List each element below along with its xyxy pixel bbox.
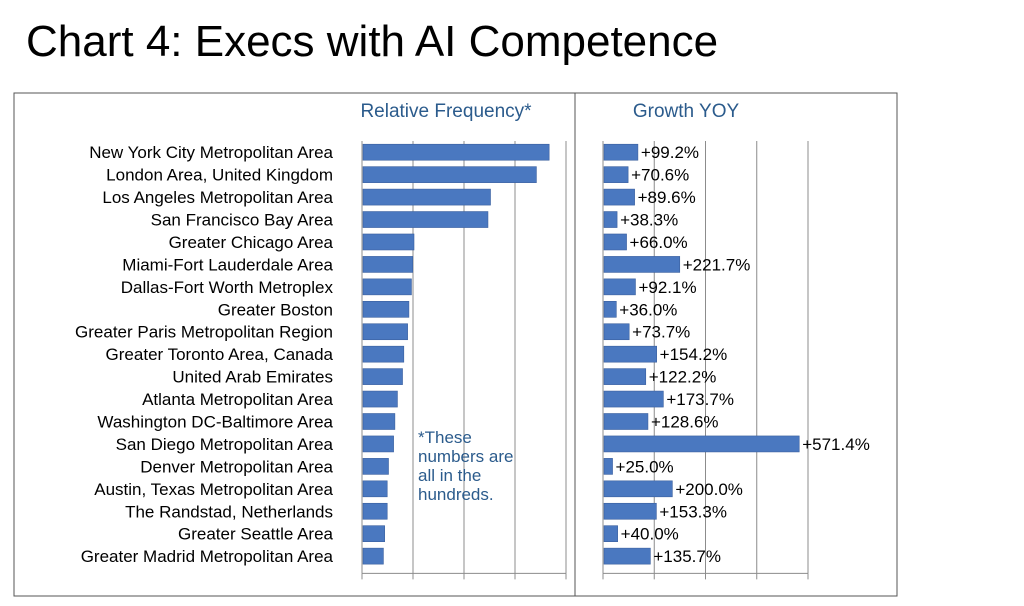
growth-bar: [603, 188, 635, 206]
growth-bar: [603, 525, 618, 543]
growth-data-label: +135.7%: [653, 547, 721, 566]
growth-data-label: +173.7%: [666, 390, 734, 409]
growth-data-label: +99.2%: [641, 143, 699, 162]
category-label: Dallas-Fort Worth Metroplex: [121, 278, 334, 297]
freq-bar: [362, 368, 403, 385]
freq-bar: [362, 435, 394, 453]
freq-bar: [362, 233, 415, 251]
freq-bar: [362, 300, 410, 318]
growth-bar: [603, 502, 657, 520]
freq-bar: [362, 345, 405, 363]
growth-data-label: +200.0%: [675, 480, 743, 499]
growth-bar: [603, 368, 647, 385]
freq-bar: [362, 256, 414, 273]
growth-data-labels: +99.2% +70.6% +89.6% +38.3% +66.0% +221.7% +92…: [616, 143, 870, 566]
freq-note-line: all in the: [418, 466, 481, 485]
growth-bar: [603, 435, 800, 453]
growth-data-label: +73.7%: [632, 323, 690, 342]
growth-bar: [603, 233, 627, 251]
freq-bar: [362, 166, 537, 183]
growth-bar: [603, 256, 681, 273]
growth-bar: [603, 345, 657, 363]
freq-bar: [362, 547, 384, 565]
growth-bar: [603, 323, 630, 341]
growth-data-label: +154.2%: [660, 345, 728, 364]
category-label: San Diego Metropolitan Area: [116, 435, 334, 454]
page-title: Chart 4: Execs with AI Competence: [26, 17, 719, 66]
category-label: Greater Paris Metropolitan Region: [75, 323, 333, 342]
growth-bar: [603, 143, 639, 161]
freq-bar: [362, 278, 412, 296]
category-label: Greater Seattle Area: [178, 525, 334, 544]
growth-bar: [603, 390, 664, 408]
freq-bar: [362, 480, 388, 498]
freq-note-line: *These: [418, 428, 472, 447]
category-label: Los Angeles Metropolitan Area: [102, 188, 333, 207]
freq-panel-title: Relative Frequency*: [360, 101, 532, 122]
growth-bar: [603, 300, 617, 318]
category-label: San Francisco Bay Area: [151, 211, 334, 230]
category-label: London Area, United Kingdom: [106, 166, 333, 185]
growth-bar: [603, 211, 618, 228]
growth-data-label: +38.3%: [620, 211, 678, 230]
category-label: United Arab Emirates: [172, 368, 333, 387]
growth-bar: [603, 480, 673, 498]
growth-bar: [603, 458, 613, 475]
growth-data-label: +153.3%: [659, 502, 727, 521]
freq-bar: [362, 188, 491, 206]
freq-bar: [362, 390, 398, 408]
category-label: New York City Metropolitan Area: [89, 143, 333, 162]
freq-note: *These numbers are all in the hundreds.: [418, 428, 513, 504]
freq-bar: [362, 211, 489, 228]
growth-data-label: +70.6%: [631, 166, 689, 185]
freq-note-line: numbers are: [418, 447, 513, 466]
category-label: Greater Boston: [218, 300, 333, 319]
category-label: Greater Madrid Metropolitan Area: [81, 547, 334, 566]
growth-data-label: +571.4%: [802, 435, 870, 454]
category-label: Greater Toronto Area, Canada: [106, 345, 334, 364]
growth-data-label: +66.0%: [630, 233, 688, 252]
growth-panel-title: Growth YOY: [633, 101, 740, 122]
category-label: Miami-Fort Lauderdale Area: [122, 255, 333, 274]
growth-bar: [603, 278, 636, 296]
freq-bar: [362, 502, 388, 520]
category-label: Atlanta Metropolitan Area: [142, 390, 333, 409]
freq-bar: [362, 413, 396, 430]
growth-data-label: +36.0%: [619, 300, 677, 319]
category-labels: New York City Metropolitan Area London Ar…: [75, 143, 334, 566]
category-label: The Randstad, Netherlands: [125, 502, 333, 521]
growth-bars: [603, 143, 800, 565]
freq-bar: [362, 143, 550, 161]
freq-note-line: hundreds.: [418, 485, 494, 504]
grid-lines: [361, 141, 809, 580]
growth-data-label: +128.6%: [651, 413, 719, 432]
growth-data-label: +122.2%: [649, 368, 717, 387]
freq-bar: [362, 458, 389, 475]
growth-bar: [603, 413, 649, 430]
freq-bar: [362, 525, 385, 543]
growth-bar: [603, 547, 651, 565]
freq-bars: [362, 143, 550, 565]
growth-data-label: +40.0%: [621, 525, 679, 544]
growth-bar: [603, 166, 629, 183]
freq-bar: [362, 323, 408, 341]
growth-data-label: +92.1%: [638, 278, 696, 297]
category-label: Washington DC-Baltimore Area: [97, 413, 333, 432]
growth-data-label: +25.0%: [616, 457, 674, 476]
category-label: Denver Metropolitan Area: [140, 457, 333, 476]
growth-data-label: +89.6%: [638, 188, 696, 207]
category-label: Greater Chicago Area: [169, 233, 334, 252]
growth-data-label: +221.7%: [683, 255, 751, 274]
category-label: Austin, Texas Metropolitan Area: [94, 480, 333, 499]
